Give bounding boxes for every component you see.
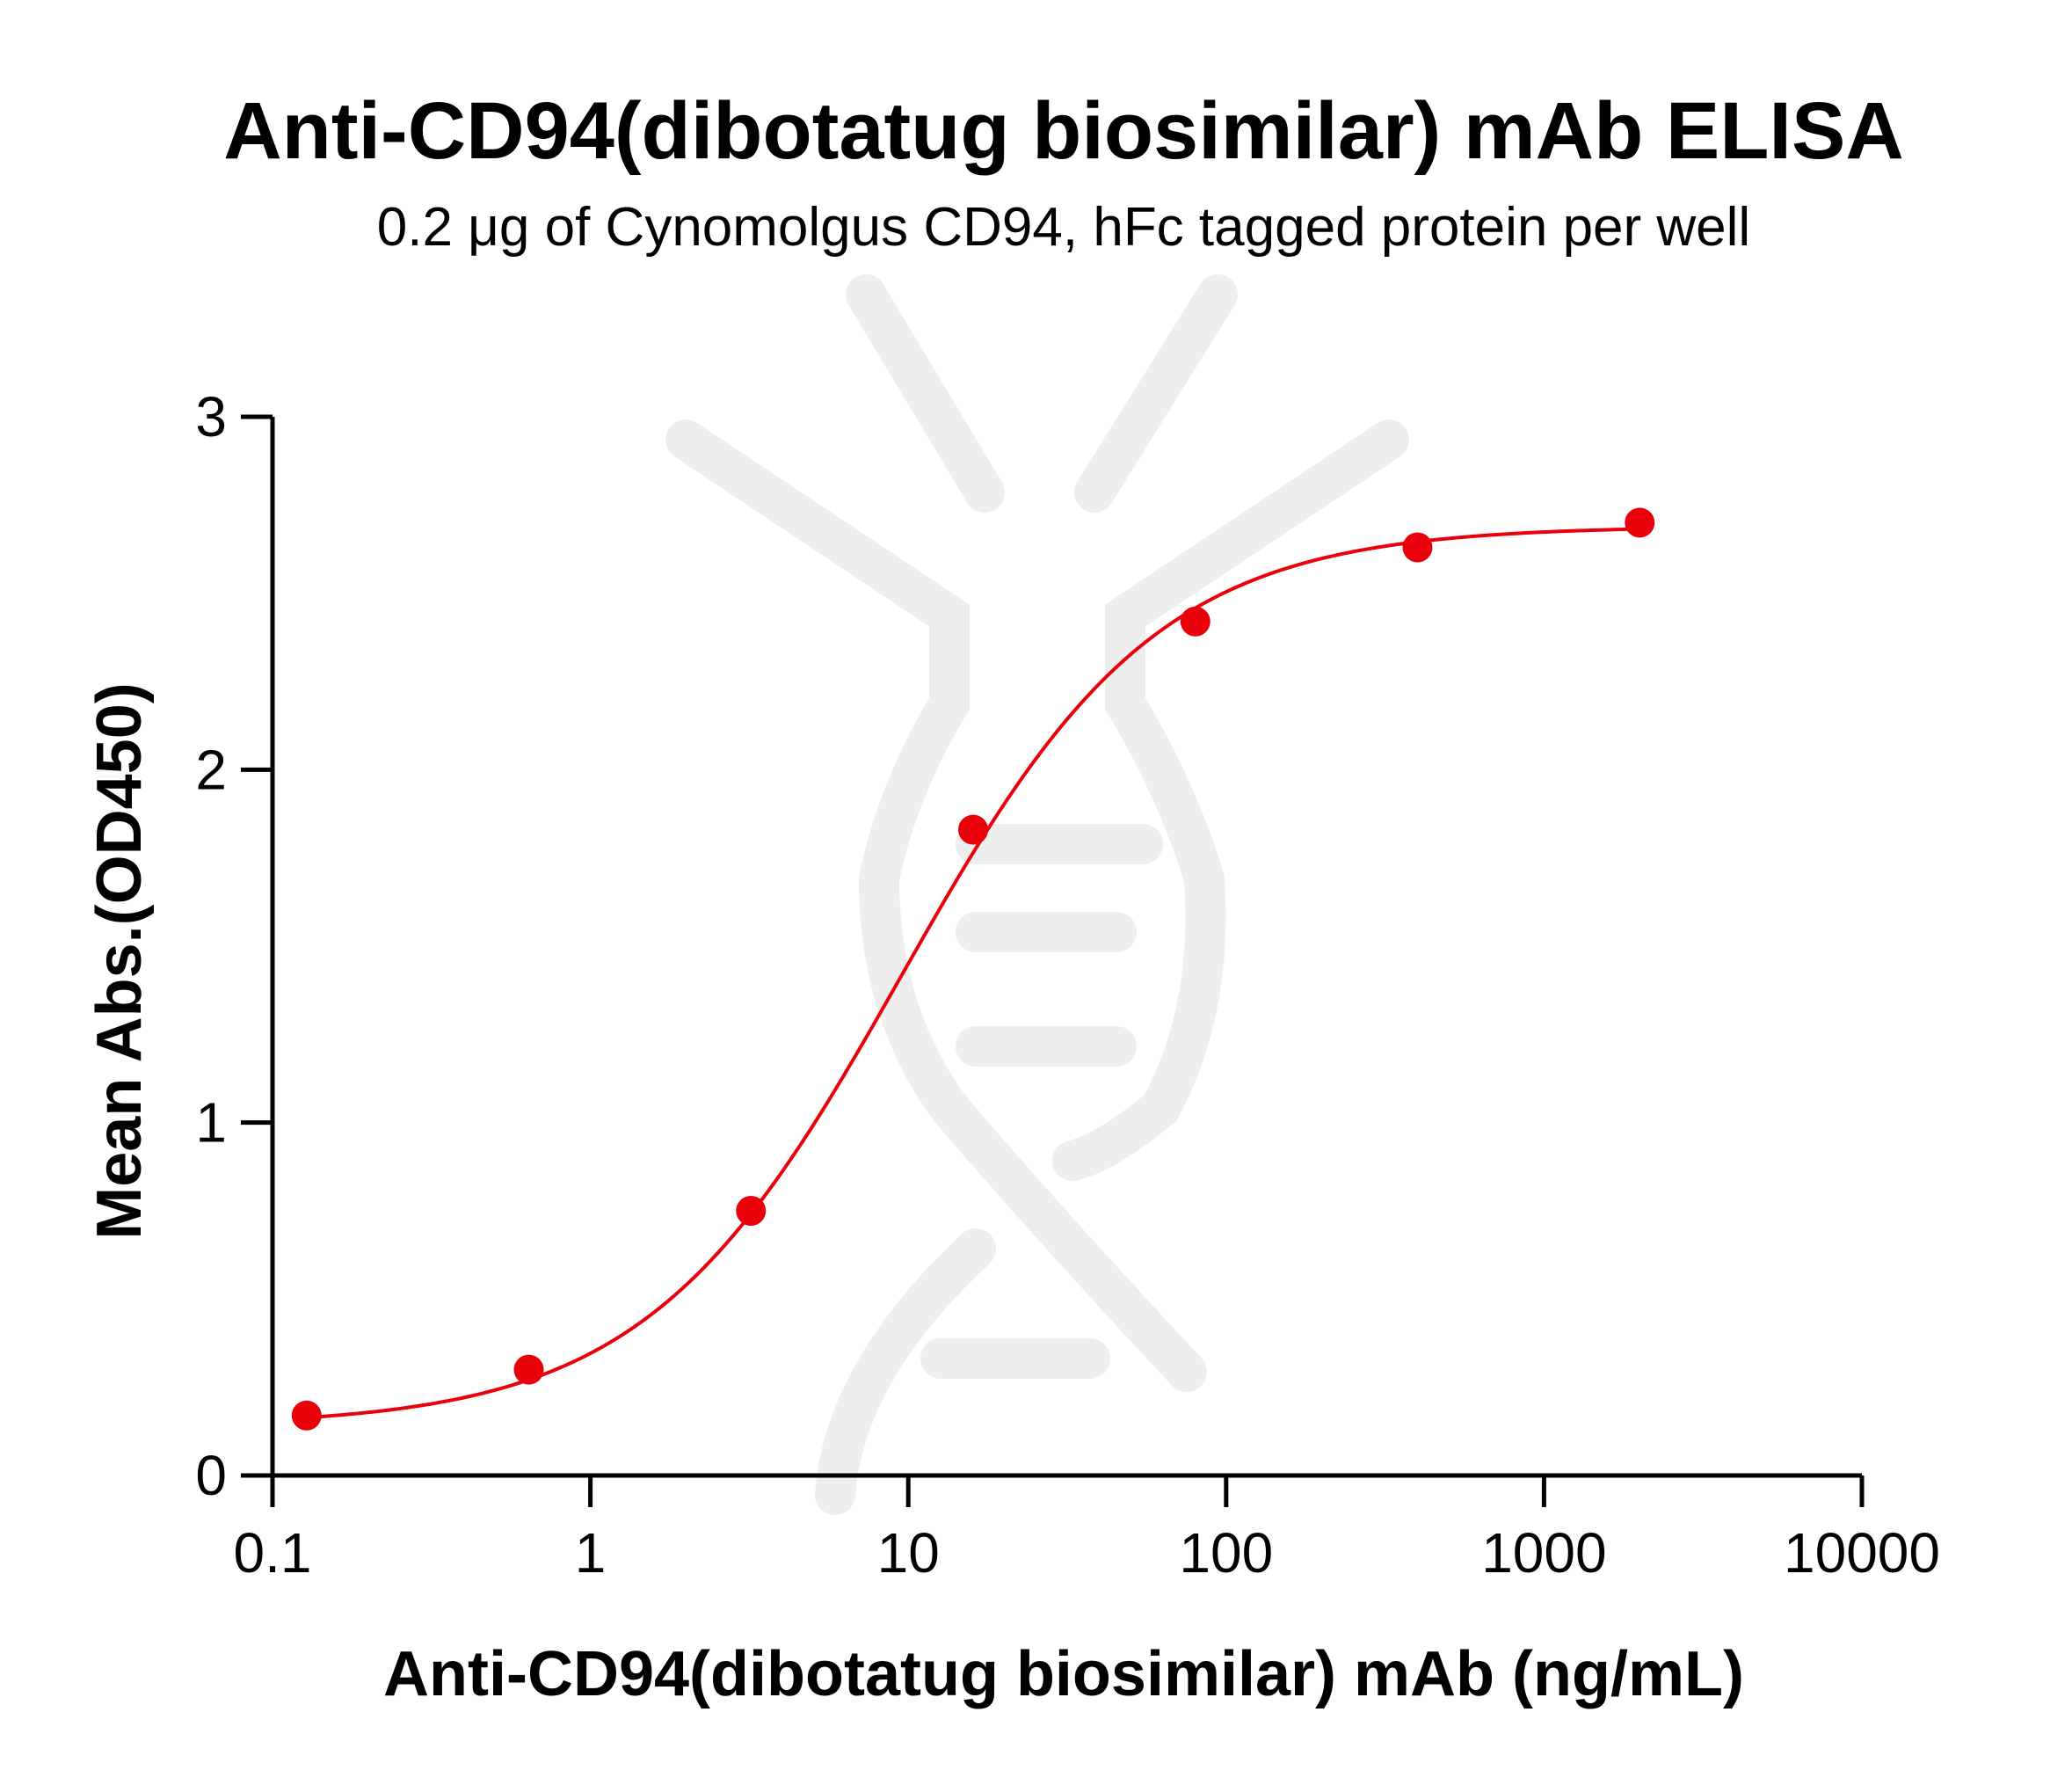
axes bbox=[270, 417, 1862, 1478]
y-tick-label: 1 bbox=[195, 1091, 227, 1155]
x-axis-label: Anti-CD94(dibotatug biosimilar) mAb (ng/… bbox=[383, 1639, 1744, 1709]
data-point bbox=[1625, 507, 1655, 538]
data-point bbox=[958, 814, 989, 845]
x-tick-label: 1000 bbox=[1481, 1521, 1606, 1585]
x-tick-label: 10 bbox=[877, 1521, 940, 1585]
dna-watermark-icon bbox=[665, 274, 1409, 1515]
chart-subtitle: 0.2 μg of Cynomolgus CD94, hFc tagged pr… bbox=[377, 197, 1750, 258]
data-point bbox=[1180, 606, 1210, 637]
data-point bbox=[736, 1196, 767, 1226]
y-tick-label: 0 bbox=[195, 1444, 227, 1507]
fit-curve-layer bbox=[306, 527, 1640, 1420]
x-tick-label: 100 bbox=[1179, 1521, 1273, 1585]
y-tick-label: 2 bbox=[195, 738, 227, 801]
x-tick-label: 0.1 bbox=[234, 1521, 312, 1585]
y-tick-label: 3 bbox=[195, 385, 227, 448]
fit-curve bbox=[306, 527, 1640, 1420]
data-point bbox=[513, 1354, 544, 1385]
chart-title: Anti-CD94(dibotatug biosimilar) mAb ELIS… bbox=[223, 86, 1904, 176]
y-axis-label: Mean Abs.(OD450) bbox=[84, 682, 155, 1239]
data-points bbox=[291, 507, 1655, 1431]
data-point bbox=[1402, 532, 1433, 563]
x-axis-ticks: 0.1 1 10 100 1000 10000 bbox=[234, 1475, 1940, 1585]
x-tick-label: 10000 bbox=[1784, 1521, 1940, 1585]
x-tick-label: 1 bbox=[575, 1521, 607, 1585]
data-point bbox=[291, 1400, 322, 1431]
y-axis-ticks: 0 1 2 3 bbox=[195, 385, 273, 1507]
